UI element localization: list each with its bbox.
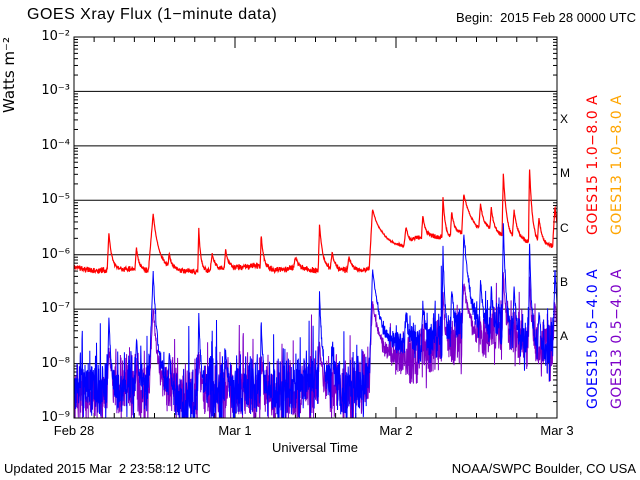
updated-timestamp: Updated 2015 Mar 2 23:58:12 UTC — [4, 461, 211, 476]
y-tick-label: 10⁻⁹ — [41, 410, 70, 425]
x-tick-label: Feb 28 — [53, 423, 95, 438]
class-letter-x: X — [560, 111, 569, 126]
y-tick-label: 10⁻⁷ — [41, 301, 70, 317]
class-letter-m: M — [560, 166, 570, 181]
legend-goes13-short: GOES13 0.5−4.0 A — [609, 268, 625, 410]
source-credit: NOAA/SWPC Boulder, CO USA — [451, 461, 636, 476]
class-letter-b: B — [560, 274, 569, 289]
x-tick-label: Mar 2 — [379, 423, 413, 438]
y-tick-label: 10⁻² — [41, 29, 70, 44]
y-axis-label: Watts m⁻² — [0, 37, 18, 113]
series-goes15-short — [74, 223, 557, 418]
chart-title: GOES Xray Flux (1−minute data) — [27, 6, 278, 23]
y-tick-label: 10⁻⁴ — [41, 137, 70, 153]
y-tick-label: 10⁻³ — [41, 83, 70, 99]
y-tick-label: 10⁻⁵ — [41, 192, 70, 208]
x-tick-label: Mar 3 — [540, 423, 574, 438]
x-axis-label: Universal Time — [272, 440, 358, 455]
legend-goes13-long: GOES13 1.0−8.0 A — [609, 94, 625, 236]
plot-frame — [73, 36, 558, 419]
x-tick-label: Mar 1 — [218, 423, 252, 438]
series-goes15-long — [74, 169, 557, 275]
legend-goes15-long: GOES15 1.0−8.0 A — [585, 94, 601, 236]
begin-timestamp: Begin: 2015 Feb 28 0000 UTC — [456, 10, 636, 25]
class-letter-a: A — [560, 329, 569, 344]
legend-goes15-short: GOES15 0.5−4.0 A — [585, 268, 601, 410]
series-goes13-short — [74, 272, 557, 418]
y-tick-label: 10⁻⁸ — [41, 355, 70, 371]
class-letter-c: C — [560, 220, 569, 235]
y-tick-label: 10⁻⁶ — [41, 246, 70, 262]
